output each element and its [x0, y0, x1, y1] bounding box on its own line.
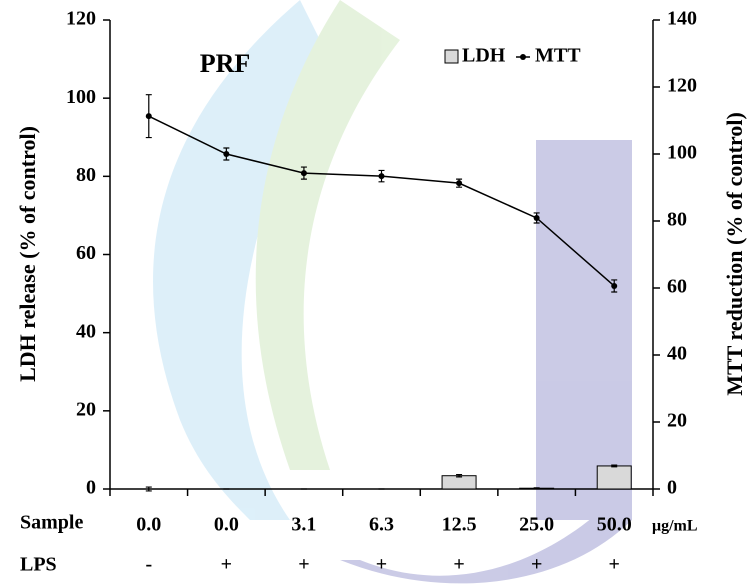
- bar: [441, 475, 477, 490]
- lps-label: +: [376, 554, 387, 576]
- lps-label: +: [531, 554, 542, 576]
- y2-tick-label: 40: [667, 343, 687, 365]
- legend-label: LDH: [462, 45, 506, 67]
- lps-row-label: LPS: [20, 554, 57, 576]
- x-tick-label: 3.1: [291, 514, 316, 536]
- y-tick-label: 0: [86, 477, 96, 499]
- x-tick-label: 12.5: [442, 514, 477, 536]
- marker: [533, 214, 540, 221]
- y-tick-label: 60: [76, 242, 96, 264]
- chart-title: PRF: [200, 49, 251, 78]
- error-bar: [533, 487, 540, 490]
- marker: [378, 173, 385, 180]
- x-tick-label: 50.0: [597, 514, 632, 536]
- y2-tick-label: 80: [667, 209, 687, 231]
- error-bar: [456, 473, 463, 478]
- y-axis-label: LDH release (% of control): [15, 126, 40, 382]
- marker: [456, 180, 463, 187]
- x-tick-label: 25.0: [519, 514, 554, 536]
- x-unit: μg/mL: [652, 518, 698, 535]
- x-tick-label: 6.3: [369, 514, 394, 536]
- x-tick-label: 0.0: [136, 514, 161, 536]
- marker: [145, 113, 152, 120]
- legend-label: MTT: [535, 45, 581, 67]
- x-row-label: Sample: [20, 512, 83, 534]
- lps-label: +: [453, 554, 464, 576]
- bar: [596, 465, 632, 490]
- y2-tick-label: 120: [667, 75, 697, 97]
- legend-swatch: [444, 49, 459, 64]
- error-bar: [145, 486, 152, 492]
- y-tick-label: 120: [66, 8, 96, 30]
- y-tick-label: 100: [66, 86, 96, 108]
- watermark: [153, 0, 632, 584]
- error-bar: [611, 464, 618, 468]
- legend-swatch: [520, 54, 526, 60]
- x-tick-label: 0.0: [214, 514, 239, 536]
- marker: [611, 282, 618, 289]
- y-tick-label: 20: [76, 398, 96, 420]
- lps-label: +: [609, 554, 620, 576]
- y2-axis-label: MTT reduction (% of control): [722, 112, 747, 396]
- y-tick-label: 80: [76, 164, 96, 186]
- y2-tick-label: 20: [667, 410, 687, 432]
- lps-label: +: [298, 554, 309, 576]
- y-tick-label: 40: [76, 320, 96, 342]
- y2-tick-label: 0: [667, 477, 677, 499]
- y2-tick-label: 140: [667, 8, 697, 30]
- y2-tick-label: 100: [667, 142, 697, 164]
- marker: [223, 151, 230, 157]
- lps-label: +: [221, 554, 232, 576]
- marker: [300, 170, 307, 177]
- lps-label: -: [145, 554, 152, 576]
- y2-tick-label: 60: [667, 276, 687, 298]
